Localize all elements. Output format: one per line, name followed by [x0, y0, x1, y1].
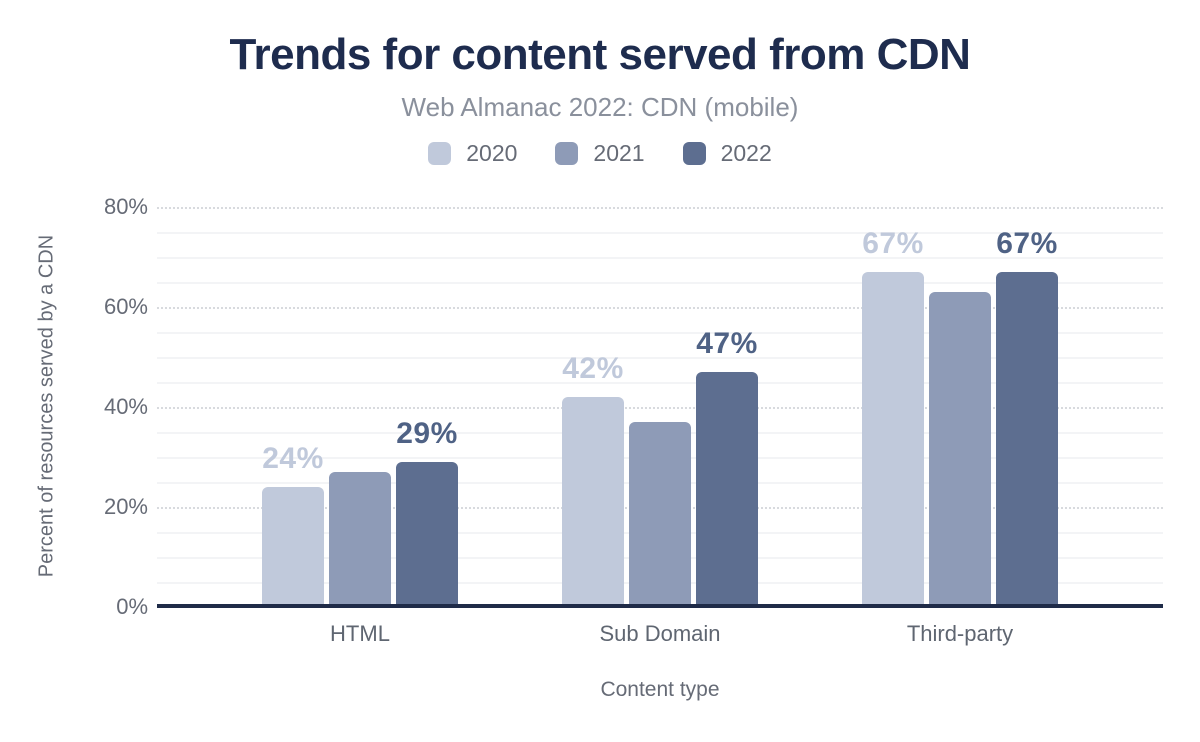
bar-2021-sub-domain[interactable] [629, 422, 691, 607]
bar-2020-third-party[interactable] [862, 272, 924, 607]
major-gridline [157, 207, 1163, 209]
bar-2022-third-party[interactable] [996, 272, 1058, 607]
bar-2021-third-party[interactable] [929, 292, 991, 607]
chart-title: Trends for content served from CDN [229, 30, 971, 79]
y-tick-label: 80% [103, 194, 148, 219]
legend-label: 2021 [593, 140, 645, 166]
bar-2020-html[interactable] [262, 487, 324, 607]
major-gridline [157, 407, 1163, 409]
legend-label: 2020 [466, 140, 518, 166]
y-axis-title: Percent of resources served by a CDN [35, 234, 58, 578]
legend-item-2022[interactable]: 2022 [682, 140, 772, 167]
major-gridline [157, 307, 1163, 309]
minor-gridline [157, 332, 1163, 334]
legend-swatch-icon [555, 142, 579, 165]
y-tick-label: 0% [116, 594, 148, 619]
bar-2022-html[interactable] [396, 462, 458, 607]
legend-swatch-icon [682, 142, 706, 165]
bar-2022-sub-domain[interactable] [696, 372, 758, 607]
minor-gridline [157, 282, 1163, 284]
bar-2020-sub-domain[interactable] [562, 397, 624, 607]
minor-gridline [157, 357, 1163, 359]
bar-value-label: 42% [562, 352, 624, 385]
minor-gridline [157, 232, 1163, 234]
bar-value-label: 67% [862, 227, 924, 260]
bar-value-label: 29% [396, 417, 458, 450]
y-tick-label: 20% [103, 494, 148, 519]
x-category-label: Third-party [906, 621, 1014, 646]
legend-label: 2022 [720, 140, 772, 166]
x-axis-line [157, 604, 1163, 608]
legend-item-2021[interactable]: 2021 [555, 140, 645, 167]
y-tick-label: 60% [103, 294, 148, 319]
minor-gridline [157, 382, 1163, 384]
legend: 2020 2021 2022 [0, 140, 1200, 167]
minor-gridline [157, 257, 1163, 259]
bar-value-label: 47% [696, 327, 758, 360]
x-category-label: Sub Domain [599, 621, 721, 646]
x-category-label: HTML [330, 621, 390, 646]
legend-swatch-icon [428, 142, 452, 165]
chart-subtitle: Web Almanac 2022: CDN (mobile) [401, 92, 799, 122]
x-axis-title: Content type [600, 678, 720, 701]
y-tick-label: 40% [103, 394, 148, 419]
legend-item-2020[interactable]: 2020 [428, 140, 517, 167]
bar-value-label: 67% [996, 227, 1058, 260]
bar-value-label: 24% [262, 442, 324, 475]
bar-2021-html[interactable] [329, 472, 391, 607]
